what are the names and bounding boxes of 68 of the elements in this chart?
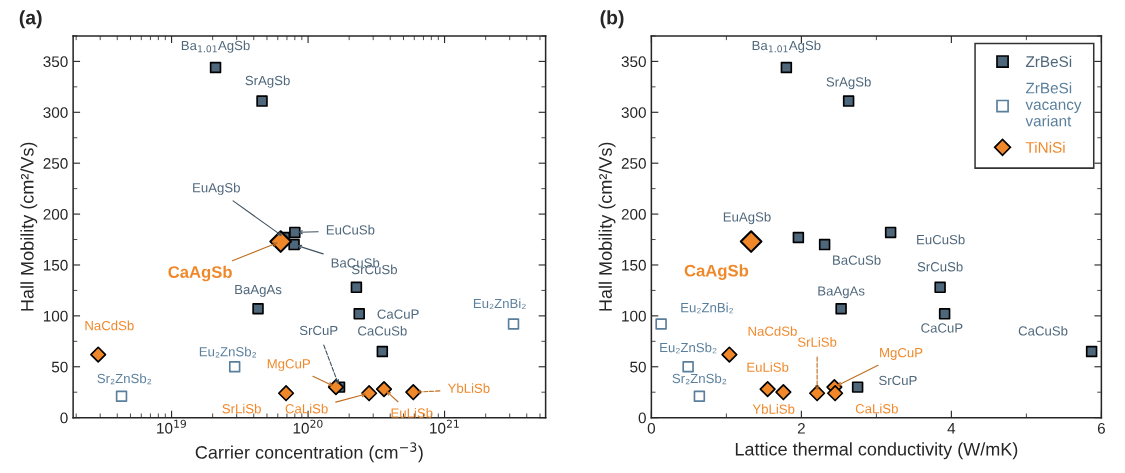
x-tick-label: 0 xyxy=(647,422,656,434)
y-tick-label: 350 xyxy=(43,56,68,68)
x-axis-title: Carrier concentration (cm$^{−3}$) xyxy=(195,442,423,463)
x-tick-label: 10$^{21}$ xyxy=(430,419,459,434)
x-tick-label: 6 xyxy=(1097,422,1105,434)
annotation: EuLiSb xyxy=(391,408,433,418)
annotation: SrCuSb xyxy=(917,261,963,272)
annotation: SrCuP xyxy=(879,375,917,386)
annotation: Ba$_{1.01}$AgSb xyxy=(181,40,250,53)
annotation: Sr₂ZnSb₂ xyxy=(97,373,152,385)
y-tick-label: 150 xyxy=(622,259,646,271)
y-axis-title: Hall Mobility (cm²/Vs) xyxy=(598,142,616,311)
annotation: CaCuP xyxy=(377,309,419,319)
annotation: YbLiSb xyxy=(752,404,795,414)
annotation: Ba$_{1.01}$AgSb xyxy=(752,40,821,53)
y-tick-label: 200 xyxy=(43,208,68,220)
y-tick-label: 50 xyxy=(51,361,68,373)
annotation: SrCuP xyxy=(299,325,338,336)
annotation: CaCuP xyxy=(921,323,963,333)
annotation: EuCuSb xyxy=(326,224,375,235)
annotation: Eu₂ZnSb₂ xyxy=(199,346,257,358)
annotation: EuAgSb xyxy=(193,182,240,196)
x-tick-label: 10$^{20}$ xyxy=(293,419,323,434)
annotation: CaLiSb xyxy=(285,403,328,414)
y-axis-title: Hall Mobility (cm²/Vs) xyxy=(20,142,38,311)
annotation: Sr₂ZnSb₂ xyxy=(672,373,727,385)
y-tick-label: 350 xyxy=(621,56,646,68)
y-tick-label: 150 xyxy=(43,259,68,271)
y-tick-label: 200 xyxy=(621,208,646,220)
annotation: NaCdSb xyxy=(748,326,797,336)
legend-label: TiNiSi xyxy=(1025,141,1065,153)
chart-title: (b) xyxy=(600,10,624,29)
annotation: CaLiSb xyxy=(855,403,898,414)
annotation: CaCuSb xyxy=(1018,325,1068,336)
y-tick-label: 300 xyxy=(621,107,646,118)
annotation: SrLiSb xyxy=(222,403,261,414)
annotation: MgCuP xyxy=(267,359,311,372)
annotation: NaCdSb xyxy=(85,320,134,331)
x-tick-label: 4 xyxy=(947,423,956,434)
y-tick-label: 100 xyxy=(43,310,68,322)
annotation: EuAgSb xyxy=(723,211,771,225)
annotation: EuCuSb xyxy=(917,234,965,245)
annotation: MgCuP xyxy=(880,347,923,360)
annotation: Eu₂ZnSb₂ xyxy=(660,342,717,354)
chart-title: (a) xyxy=(19,10,42,29)
annotation: EuLiSb xyxy=(747,362,789,372)
annotation: BaCuSb xyxy=(833,255,881,265)
y-tick-label: 250 xyxy=(43,158,68,169)
annotation: BaAgAs xyxy=(235,285,282,297)
x-tick-label: 2 xyxy=(797,422,805,434)
annotation: SrLiSb xyxy=(797,337,837,347)
annotation: SrAgSb xyxy=(245,75,290,88)
annotation: CaAgSb xyxy=(168,265,232,282)
legend-label: ZrBeSi xyxy=(1025,55,1072,68)
y-tick-label: 250 xyxy=(621,158,646,169)
annotation: CaAgSb xyxy=(684,264,749,280)
annotation: SrAgSb xyxy=(826,76,871,90)
annotation: CaCuSb xyxy=(358,325,407,336)
legend-label: ZrBeSi vacancy variant xyxy=(1025,82,1082,127)
x-axis-title: Lattice thermal conductivity (W/mK) xyxy=(735,442,1018,460)
annotation: Eu₂ZnBi₂ xyxy=(473,298,526,310)
annotation: YbLiSb xyxy=(447,383,490,393)
x-tick-label: 10$^{19}$ xyxy=(157,419,186,434)
annotation: Eu₂ZnBi₂ xyxy=(681,302,734,314)
y-tick-label: 100 xyxy=(622,310,646,322)
annotation: BaAgAs xyxy=(818,286,865,299)
y-tick-label: 300 xyxy=(43,107,68,118)
y-tick-label: 50 xyxy=(630,361,646,373)
